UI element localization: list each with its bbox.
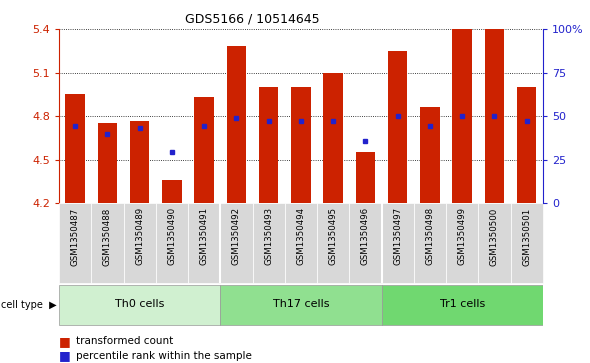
Text: GSM1350496: GSM1350496: [361, 207, 370, 265]
Bar: [98, 123, 117, 203]
Bar: [91, 203, 123, 283]
Bar: [65, 94, 85, 203]
Bar: [382, 285, 543, 325]
Text: GSM1350491: GSM1350491: [199, 207, 209, 265]
Bar: [253, 203, 285, 283]
Bar: [356, 152, 375, 203]
Text: GSM1350498: GSM1350498: [425, 207, 434, 265]
Bar: [388, 51, 407, 203]
Text: Tr1 cells: Tr1 cells: [440, 299, 485, 309]
Bar: [227, 46, 246, 203]
Text: GSM1350497: GSM1350497: [393, 207, 402, 265]
Bar: [59, 285, 220, 325]
Bar: [485, 29, 504, 203]
Bar: [188, 203, 220, 283]
Text: GSM1350494: GSM1350494: [296, 207, 306, 265]
Bar: [291, 87, 310, 203]
Text: ■: ■: [59, 335, 71, 348]
Bar: [220, 285, 382, 325]
Bar: [510, 203, 543, 283]
Text: GSM1350487: GSM1350487: [71, 207, 80, 265]
Bar: [59, 203, 91, 283]
Bar: [453, 29, 472, 203]
Text: cell type  ▶: cell type ▶: [1, 300, 56, 310]
Text: GSM1350495: GSM1350495: [329, 207, 337, 265]
Text: Th0 cells: Th0 cells: [115, 299, 165, 309]
Text: GSM1350493: GSM1350493: [264, 207, 273, 265]
Bar: [285, 203, 317, 283]
Text: GSM1350501: GSM1350501: [522, 207, 531, 265]
Bar: [478, 203, 510, 283]
Bar: [162, 180, 182, 203]
Text: Th17 cells: Th17 cells: [273, 299, 329, 309]
Bar: [446, 203, 478, 283]
Bar: [517, 87, 536, 203]
Bar: [349, 203, 382, 283]
Bar: [130, 121, 149, 203]
Text: GSM1350492: GSM1350492: [232, 207, 241, 265]
Text: GSM1350499: GSM1350499: [458, 207, 467, 265]
Text: ■: ■: [59, 349, 71, 362]
Bar: [382, 203, 414, 283]
Text: transformed count: transformed count: [76, 336, 173, 346]
Text: GSM1350489: GSM1350489: [135, 207, 144, 265]
Bar: [259, 87, 278, 203]
Bar: [317, 203, 349, 283]
Text: GSM1350488: GSM1350488: [103, 207, 112, 265]
Title: GDS5166 / 10514645: GDS5166 / 10514645: [185, 12, 320, 25]
Bar: [220, 203, 253, 283]
Bar: [123, 203, 156, 283]
Bar: [414, 203, 446, 283]
Text: GSM1350500: GSM1350500: [490, 207, 499, 265]
Bar: [195, 97, 214, 203]
Text: GSM1350490: GSM1350490: [168, 207, 176, 265]
Bar: [156, 203, 188, 283]
Bar: [420, 107, 440, 203]
Text: percentile rank within the sample: percentile rank within the sample: [76, 351, 251, 361]
Bar: [323, 73, 343, 203]
